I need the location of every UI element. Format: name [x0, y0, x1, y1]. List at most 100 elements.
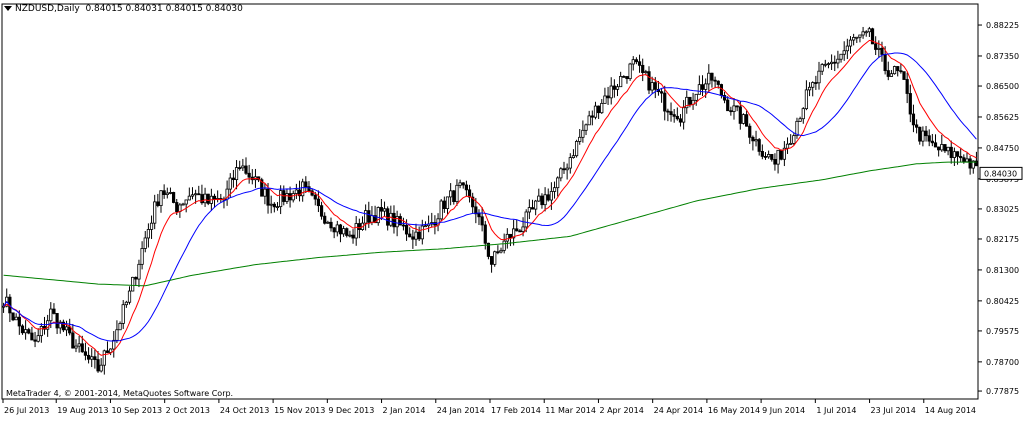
- candle: [194, 189, 198, 204]
- candle: [559, 167, 563, 182]
- candle: [449, 183, 453, 206]
- time-tick-label: 16 May 2014: [708, 406, 760, 415]
- candle: [804, 80, 809, 111]
- candle: [795, 117, 799, 139]
- candle: [294, 183, 298, 199]
- candle: [839, 53, 843, 63]
- candle: [770, 154, 774, 162]
- candle: [763, 152, 768, 160]
- candle: [86, 347, 91, 364]
- candle: [600, 99, 604, 114]
- candle: [168, 187, 173, 195]
- candle: [127, 286, 132, 305]
- candle: [77, 335, 81, 353]
- candle: [156, 193, 160, 208]
- time-tick-label: 1 Jul 2014: [816, 406, 856, 415]
- candle: [892, 65, 897, 75]
- ohlc-values: 0.84015 0.84031 0.84015 0.84030: [85, 4, 243, 14]
- time-tick-label: 11 Mar 2014: [545, 406, 596, 415]
- candle: [345, 227, 349, 238]
- candle: [792, 133, 796, 146]
- candle: [647, 66, 651, 95]
- candle: [401, 217, 406, 231]
- candle: [291, 190, 295, 203]
- candle: [411, 229, 415, 249]
- candle: [181, 202, 185, 206]
- candle: [140, 241, 144, 270]
- candle: [244, 157, 248, 175]
- candle: [36, 328, 40, 343]
- time-tick-label: 24 Apr 2014: [654, 406, 703, 415]
- dropdown-triangle-icon[interactable]: [4, 6, 12, 11]
- candle: [565, 163, 569, 180]
- candle: [508, 233, 513, 247]
- candle: [546, 188, 550, 202]
- time-tick-label: 15 Nov 2013: [274, 406, 325, 415]
- candle: [726, 96, 730, 112]
- candle: [408, 227, 412, 238]
- candle: [603, 87, 607, 104]
- candle: [785, 137, 790, 154]
- candle: [915, 119, 919, 134]
- candle: [946, 146, 950, 156]
- candle: [622, 75, 626, 78]
- candle: [537, 188, 541, 202]
- ma-fast-line: [3, 39, 977, 356]
- time-tick-label: 10 Sep 2013: [111, 406, 162, 415]
- candle: [650, 76, 654, 95]
- candle: [512, 219, 516, 246]
- price-tick-label: 0.87350: [986, 52, 1019, 61]
- time-tick-label: 9 Dec 2013: [328, 406, 374, 415]
- candle: [590, 110, 594, 126]
- candle: [348, 230, 352, 238]
- candle: [99, 358, 103, 373]
- candle: [757, 137, 761, 156]
- candle: [666, 108, 670, 122]
- candle: [102, 349, 106, 375]
- candle: [190, 187, 195, 200]
- candle: [842, 41, 846, 61]
- candle: [833, 55, 837, 72]
- candle: [748, 123, 752, 144]
- candle: [455, 179, 459, 206]
- candle: [279, 185, 283, 215]
- candle: [581, 120, 585, 143]
- price-tick-label: 0.88225: [986, 21, 1019, 30]
- candle: [744, 110, 749, 127]
- candle: [789, 134, 793, 145]
- candle: [332, 226, 336, 239]
- time-tick-label: 2 Apr 2014: [599, 406, 643, 415]
- candle: [556, 176, 560, 197]
- candle: [924, 125, 928, 142]
- candle: [515, 219, 519, 232]
- candle: [52, 303, 56, 315]
- candle: [678, 114, 683, 127]
- candle: [272, 202, 276, 213]
- candle: [316, 190, 321, 213]
- candle: [637, 54, 642, 73]
- candle: [782, 141, 786, 167]
- candle: [238, 160, 242, 171]
- candle: [149, 215, 154, 239]
- candle: [568, 153, 572, 174]
- candle: [852, 33, 856, 46]
- candle: [927, 129, 931, 147]
- current-price-marker: 0.84030: [979, 166, 1023, 180]
- candle: [351, 229, 355, 244]
- candle: [269, 195, 273, 214]
- candle: [452, 189, 456, 205]
- price-tick-label: 0.86500: [986, 82, 1019, 91]
- candle: [634, 57, 639, 65]
- candle: [14, 313, 18, 321]
- candle: [109, 348, 113, 356]
- candle: [861, 26, 865, 39]
- candle: [587, 110, 591, 126]
- candle: [58, 319, 62, 334]
- candle: [445, 196, 450, 215]
- candle: [814, 75, 818, 90]
- candle: [493, 250, 497, 267]
- candle: [937, 146, 941, 157]
- candle: [247, 164, 251, 184]
